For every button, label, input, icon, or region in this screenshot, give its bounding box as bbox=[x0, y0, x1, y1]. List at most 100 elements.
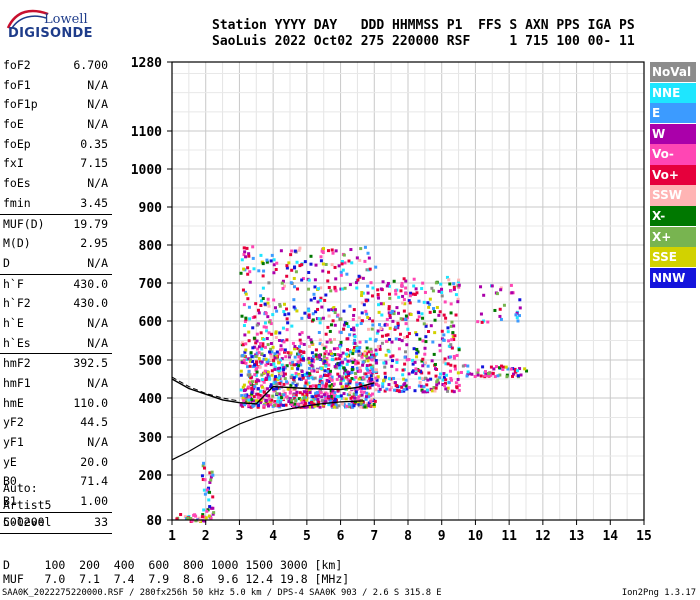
echo-point bbox=[354, 392, 358, 396]
echo-point bbox=[293, 345, 297, 349]
echo-point bbox=[392, 310, 396, 314]
echo-point bbox=[326, 369, 330, 373]
echo-point bbox=[316, 307, 320, 311]
echo-point bbox=[290, 268, 294, 272]
echo-point bbox=[324, 350, 328, 354]
echo-point bbox=[358, 366, 362, 370]
echo-point bbox=[369, 374, 373, 378]
echo-point bbox=[436, 378, 440, 382]
echo-point bbox=[333, 397, 337, 401]
echo-point bbox=[392, 312, 396, 316]
echo-point bbox=[314, 310, 318, 314]
echo-point bbox=[307, 361, 311, 365]
echo-point bbox=[281, 371, 285, 375]
echo-point bbox=[245, 246, 249, 250]
echo-point bbox=[294, 384, 298, 388]
trace-curves bbox=[171, 376, 375, 461]
echo-point bbox=[387, 311, 391, 315]
echo-point bbox=[413, 360, 417, 364]
echo-point bbox=[197, 516, 201, 520]
echo-point bbox=[409, 313, 413, 317]
echo-point bbox=[336, 313, 340, 317]
echo-point bbox=[248, 280, 252, 284]
param-value: 44.5 bbox=[80, 415, 108, 430]
echo-point bbox=[239, 388, 243, 392]
echo-point bbox=[394, 289, 398, 293]
echo-point bbox=[244, 255, 248, 259]
echo-point bbox=[442, 360, 446, 364]
echo-point bbox=[349, 396, 353, 400]
echo-point bbox=[257, 311, 261, 315]
echo-point bbox=[269, 322, 273, 326]
echo-point bbox=[186, 516, 190, 520]
echo-point bbox=[402, 383, 406, 387]
echo-point bbox=[190, 519, 194, 523]
chart-grid bbox=[171, 61, 645, 521]
echo-point bbox=[272, 381, 276, 385]
echo-point bbox=[312, 358, 316, 362]
echo-point bbox=[344, 382, 348, 386]
echo-point bbox=[361, 360, 365, 364]
echo-point bbox=[350, 404, 354, 408]
echo-point bbox=[291, 394, 295, 398]
echo-point bbox=[432, 310, 436, 314]
echo-point bbox=[273, 356, 277, 360]
param-value: 33 bbox=[94, 514, 108, 529]
echo-point bbox=[284, 395, 288, 399]
echo-point bbox=[421, 339, 425, 343]
echo-point bbox=[354, 390, 358, 394]
echo-point bbox=[351, 360, 355, 364]
echo-point bbox=[260, 378, 264, 382]
echo-point bbox=[263, 302, 267, 306]
echo-point bbox=[440, 294, 444, 298]
echo-point bbox=[466, 370, 470, 374]
echo-point bbox=[382, 379, 386, 383]
echo-point bbox=[247, 357, 251, 361]
echo-point bbox=[260, 373, 264, 377]
echo-point bbox=[493, 375, 497, 379]
y-tick-label: 300 bbox=[139, 431, 163, 446]
echo-point bbox=[333, 308, 337, 312]
echo-point bbox=[298, 345, 302, 349]
echo-point bbox=[307, 271, 311, 275]
echo-point bbox=[388, 338, 392, 342]
echo-point bbox=[335, 395, 339, 399]
echo-point bbox=[447, 380, 451, 384]
echo-point bbox=[279, 249, 283, 253]
echo-point bbox=[254, 373, 258, 377]
echo-point bbox=[398, 332, 402, 336]
echo-point bbox=[374, 348, 378, 352]
echo-point bbox=[242, 303, 246, 307]
muf-distance-table: D 100 200 400 600 800 1000 1500 3000 [km… bbox=[3, 558, 349, 586]
echo-point bbox=[432, 352, 436, 356]
echo-point bbox=[298, 332, 302, 336]
echo-point bbox=[254, 302, 258, 306]
echo-point bbox=[320, 305, 324, 309]
echo-point bbox=[302, 390, 306, 394]
echo-point bbox=[489, 365, 493, 369]
echo-point bbox=[330, 378, 334, 382]
param-value: N/A bbox=[87, 77, 108, 92]
echo-point bbox=[263, 345, 267, 349]
echo-point bbox=[311, 377, 315, 381]
echo-point bbox=[393, 327, 397, 331]
echo-point bbox=[283, 372, 287, 376]
echo-point bbox=[356, 400, 360, 404]
echo-point bbox=[289, 400, 293, 404]
echo-point bbox=[481, 365, 485, 369]
echo-point bbox=[352, 326, 356, 330]
echo-point bbox=[435, 305, 439, 309]
echo-point bbox=[351, 317, 355, 321]
echo-point bbox=[431, 340, 435, 344]
echo-point bbox=[343, 357, 347, 361]
echo-point bbox=[487, 372, 491, 376]
echo-point bbox=[259, 331, 263, 335]
echo-point bbox=[367, 401, 371, 405]
param-row: fxI 7.15 bbox=[0, 154, 112, 174]
echo-point bbox=[271, 394, 275, 398]
echo-point bbox=[269, 352, 273, 356]
echo-point bbox=[257, 379, 261, 383]
echo-point bbox=[397, 389, 401, 393]
echo-point bbox=[366, 379, 370, 383]
echo-point bbox=[391, 359, 395, 363]
